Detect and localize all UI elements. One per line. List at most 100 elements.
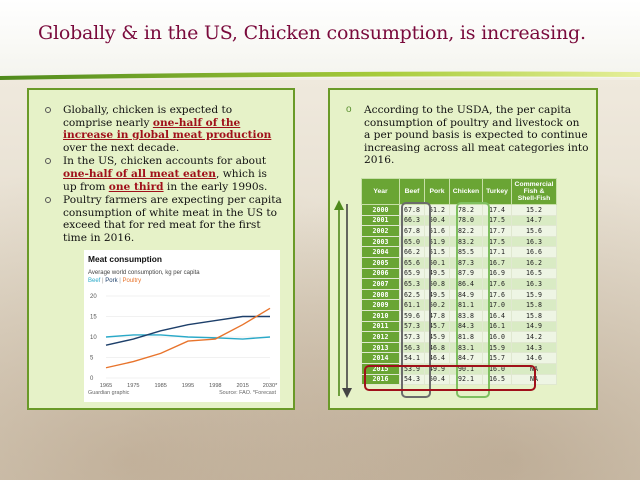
bullet-us-chicken: In the US, chicken accounts for about on…: [43, 155, 283, 193]
left-content-panel: Globally, chicken is expected to compris…: [27, 88, 295, 410]
legend-beef: Beef: [88, 278, 101, 284]
beef-column-highlight: [401, 202, 431, 398]
table-cell: 16.6: [511, 246, 557, 258]
table-year-cell: 2002: [361, 225, 400, 237]
table-cell: 16.5: [511, 267, 557, 280]
x-tick-label: 1965: [100, 383, 112, 389]
table-cell: 14.9: [511, 320, 557, 333]
title-underline-swoosh: [0, 71, 640, 80]
legend-pork: Pork: [105, 278, 118, 284]
table-header-row: Year Beef Pork Chicken Turkey Commercial…: [361, 178, 557, 205]
table-year-cell: 2013: [361, 341, 400, 354]
table-cell: 15.8: [511, 309, 557, 322]
col-header-pork: Pork: [424, 178, 450, 205]
table-row: 2007 65.3 50.8 86.4 17.6 16.3: [361, 278, 557, 290]
table-cell: 15.6: [511, 225, 557, 237]
table-row: 2000 67.8 51.2 78.2 17.4 15.2: [361, 204, 557, 216]
chicken-column-highlight: [456, 202, 490, 398]
y-tick-label: 0: [90, 376, 94, 382]
bullet-text: Poultry farmers are expecting per capita…: [63, 194, 282, 244]
bullet-global-chicken: Globally, chicken is expected to compris…: [43, 104, 283, 154]
bullet-highlight: one-half of all meat eaten: [63, 167, 216, 180]
table-year-cell: 2008: [361, 288, 400, 301]
y-tick-label: 20: [90, 294, 97, 300]
table-year-cell: 2001: [361, 214, 400, 227]
legend-separator: |: [102, 278, 104, 284]
chart-source: Source: FAO. *Forecast: [219, 390, 276, 396]
bullet-circle-icon: [45, 107, 51, 113]
table-cell: 15.2: [511, 204, 557, 216]
table-year-cell: 2005: [361, 256, 400, 269]
x-tick-label: 1975: [127, 383, 139, 389]
table-year-cell: 2010: [361, 309, 400, 322]
usda-bullet-text: According to the USDA, the per capita co…: [364, 104, 589, 167]
table-row: 2001 66.3 50.4 78.0 17.5 14.7: [361, 214, 557, 227]
table-cell: 16.2: [511, 256, 557, 269]
bullet-o-icon: o: [346, 104, 352, 115]
table-cell: 14.2: [511, 331, 557, 343]
table-row: 2011 57.3 45.7 84.3 16.1 14.9: [361, 320, 557, 333]
x-tick-label: 2030*: [263, 383, 278, 389]
table-row: 2013 56.3 46.8 83.1 15.9 14.3: [361, 341, 557, 354]
series-line-beef: [105, 334, 271, 340]
col-header-chicken: Chicken: [449, 178, 483, 205]
x-tick-label: 1998: [209, 383, 221, 389]
table-row: 2003 65.0 51.9 83.2 17.5 16.3: [361, 235, 557, 248]
x-tick-label: 1995: [182, 383, 194, 389]
table-row: 2012 57.3 45.9 81.8 16.0 14.2: [361, 331, 557, 343]
col-header-fish: Commercial Fish & Shell-Fish: [511, 178, 557, 205]
table-row: 2005 65.6 50.1 87.3 16.7 16.2: [361, 256, 557, 269]
slide-header: Globally & in the US, Chicken consumptio…: [0, 0, 640, 80]
table-year-cell: 2014: [361, 352, 400, 364]
table-year-cell: 2011: [361, 320, 400, 333]
meat-consumption-chart: Meat consumption Average world consumpti…: [84, 250, 280, 402]
table-row: 2004 66.2 51.5 85.5 17.1 16.6: [361, 246, 557, 258]
chart-credit: Guardian graphic: [88, 390, 130, 396]
table-cell: 15.9: [511, 288, 557, 301]
table-cell: 14.7: [511, 214, 557, 227]
bullet-circle-icon: [45, 197, 51, 204]
chart-subtitle: Average world consumption, kg per capita: [88, 270, 200, 276]
table-year-cell: 2004: [361, 246, 400, 258]
left-bullet-list: Globally, chicken is expected to compris…: [43, 104, 283, 246]
meat-consumption-table: Year Beef Pork Chicken Turkey Commercial…: [361, 178, 557, 386]
table-cell: 16.3: [511, 278, 557, 290]
slide-title: Globally & in the US, Chicken consumptio…: [38, 22, 586, 44]
table-row: 2002 67.8 51.6 82.2 17.7 15.6: [361, 225, 557, 237]
chart-plot-area: 0 5 10 15 20 1965 1975 1985 1995 1998 2015 2030*: [90, 294, 278, 389]
table-cell: 16.3: [511, 235, 557, 248]
table-body: 2000 67.8 51.2 78.2 17.4 15.2 2001 66.3 50.4 78.0…: [361, 204, 557, 386]
col-header-turkey: Turkey: [482, 178, 512, 205]
table-year-cell: 2012: [361, 331, 400, 343]
bullet-text: , which is up from: [63, 167, 267, 193]
bullet-text: In the US, chicken accounts for about: [63, 155, 267, 168]
col-header-year: Year: [361, 178, 400, 205]
table-cell: 14.3: [511, 341, 557, 354]
col-header-beef: Beef: [399, 178, 425, 205]
table-year-cell: 2009: [361, 299, 400, 311]
table-year-cell: 2000: [361, 204, 400, 216]
bullet-highlight: one-half of the increase in global meat …: [63, 116, 272, 142]
x-tick-label: 1985: [154, 383, 166, 389]
table-row: 2009 61.1 50.2 81.1 17.0 15.8: [361, 299, 557, 311]
bullet-circle-icon: [45, 158, 51, 165]
chart-legend: Beef | Pork | Poultry: [88, 278, 141, 284]
table-row: 2006 65.9 49.5 87.9 16.9 16.5: [361, 267, 557, 280]
table-cell: 15.8: [511, 299, 557, 311]
y-tick-label: 5: [90, 356, 94, 362]
trend-arrows: [334, 200, 352, 398]
chart-title: Meat consumption: [88, 254, 162, 264]
table-row: 2008 62.5 49.5 84.9 17.6 15.9: [361, 288, 557, 301]
y-tick-label: 10: [90, 335, 97, 341]
table-cell: 14.6: [511, 352, 557, 364]
bullet-text: Globally, chicken is expected to compris…: [63, 104, 233, 129]
series-line-poultry: [105, 307, 271, 369]
table-year-cell: 2007: [361, 278, 400, 290]
bullet-poultry-farmers: Poultry farmers are expecting per capita…: [43, 194, 283, 244]
x-tick-label: 2015: [236, 383, 248, 389]
usda-bullet: o According to the USDA, the per capita …: [344, 104, 589, 167]
bullet-highlight: one third: [108, 180, 164, 193]
y-tick-label: 15: [90, 315, 97, 321]
bullet-text: in the early 1990s.: [163, 180, 268, 193]
forecast-rows-highlight: [364, 365, 536, 391]
